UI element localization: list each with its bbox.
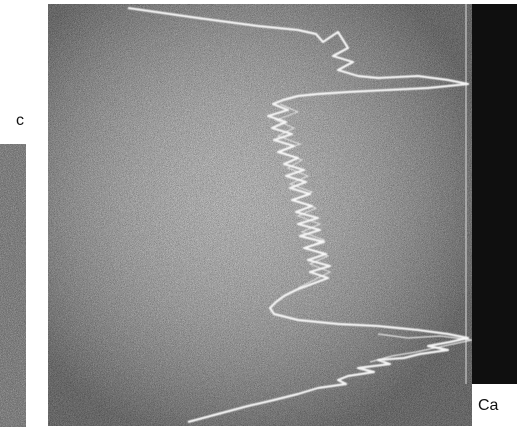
micrograph-vignette — [48, 4, 472, 426]
panel-label-ca: Ca — [478, 397, 499, 414]
profile-trace — [127, 6, 472, 424]
micrograph-image — [48, 4, 472, 426]
left-strip-noise — [0, 144, 26, 427]
panel-label-c: c — [16, 112, 24, 129]
left-micrograph-strip — [0, 144, 26, 427]
right-dark-strip — [472, 4, 517, 384]
micrograph-panel — [48, 4, 472, 426]
